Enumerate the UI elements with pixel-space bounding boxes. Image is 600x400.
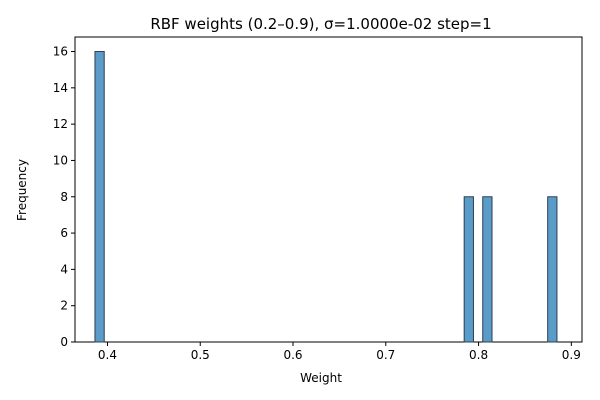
x-tick-label: 0.4 bbox=[98, 348, 117, 362]
x-axis: 0.4 0.5 0.6 0.7 0.8 0.9 bbox=[98, 342, 581, 362]
y-tick-label: 14 bbox=[53, 81, 68, 95]
y-tick-label: 0 bbox=[60, 335, 68, 349]
x-tick-label: 0.9 bbox=[562, 348, 581, 362]
y-axis-label: Frequency bbox=[15, 159, 29, 221]
y-tick-label: 2 bbox=[60, 299, 68, 313]
x-tick-label: 0.6 bbox=[283, 348, 302, 362]
x-tick-label: 0.7 bbox=[376, 348, 395, 362]
y-axis: 0 2 4 6 8 10 12 14 16 bbox=[53, 45, 75, 349]
y-tick-label: 6 bbox=[60, 226, 68, 240]
histogram-bar-1 bbox=[463, 196, 474, 343]
plot-frame bbox=[74, 36, 583, 343]
histogram-bar-3 bbox=[547, 196, 558, 343]
y-tick-label: 12 bbox=[53, 117, 68, 131]
y-tick-label: 8 bbox=[60, 190, 68, 204]
histogram-bar-2 bbox=[482, 196, 493, 343]
plot-area bbox=[74, 36, 583, 343]
chart-title: RBF weights (0.2–0.9), σ=1.0000e-02 step… bbox=[150, 15, 491, 33]
x-tick-label: 0.5 bbox=[191, 348, 210, 362]
y-tick-label: 16 bbox=[53, 45, 68, 59]
x-tick-label: 0.8 bbox=[469, 348, 488, 362]
y-tick-label: 10 bbox=[53, 153, 68, 167]
bars bbox=[94, 51, 558, 343]
histogram-bar-0 bbox=[94, 51, 105, 343]
x-axis-label: Weight bbox=[300, 371, 342, 385]
y-tick-label: 4 bbox=[60, 262, 68, 276]
